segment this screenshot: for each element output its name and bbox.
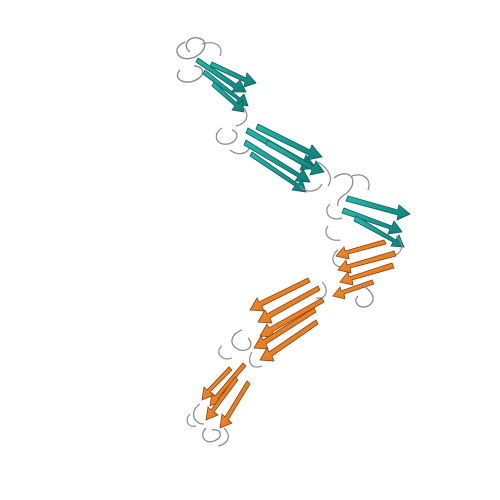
coil-loop (299, 183, 323, 192)
orange-domain-2 (218, 277, 325, 368)
coil-loop (201, 42, 222, 57)
beta-strand (345, 195, 411, 221)
coil-loop (218, 345, 233, 360)
coil-loop (202, 427, 221, 443)
beta-strand (195, 57, 247, 93)
teal-domain-3 (325, 173, 411, 257)
coil-loop (231, 329, 252, 351)
beta-strand (332, 279, 375, 300)
coil-loop (235, 107, 248, 127)
beta-strand (259, 319, 319, 362)
coil-loop (317, 161, 331, 187)
coil-loop (176, 37, 206, 60)
teal-domain-2 (215, 123, 331, 193)
beta-strand (205, 376, 239, 421)
coil-loop (326, 203, 343, 220)
teal-chain (176, 37, 411, 257)
beta-strand (339, 262, 395, 286)
beta-strand (265, 139, 325, 176)
beta-strand (353, 215, 405, 248)
beta-strand (257, 285, 321, 324)
coil-loop (186, 413, 197, 427)
beta-strand (209, 61, 257, 88)
beta-strand (253, 307, 317, 350)
beta-strand (209, 362, 247, 407)
coil-loop (315, 281, 327, 299)
orange-domain-3 (186, 362, 251, 447)
coil-loop (355, 283, 374, 308)
beta-strand (341, 207, 403, 235)
teal-domain-1 (176, 37, 257, 127)
coil-loop (176, 65, 204, 83)
coil-loop (249, 351, 263, 368)
coil-loop (351, 174, 370, 191)
beta-strand (255, 123, 323, 161)
orange-chain (186, 239, 397, 447)
beta-strand (211, 81, 245, 113)
coil-loop (333, 173, 354, 207)
coil-loop (325, 225, 341, 241)
coil-loop (215, 127, 238, 145)
beta-strand (249, 277, 311, 312)
beta-strand (201, 366, 233, 401)
beta-strand (335, 239, 387, 260)
beta-strand (337, 250, 397, 274)
orange-domain-1 (315, 239, 397, 308)
beta-strand (259, 297, 325, 338)
coil-loop (217, 427, 229, 447)
beta-strand (249, 151, 307, 193)
beta-strand (219, 380, 251, 429)
coil-loop (193, 403, 205, 425)
